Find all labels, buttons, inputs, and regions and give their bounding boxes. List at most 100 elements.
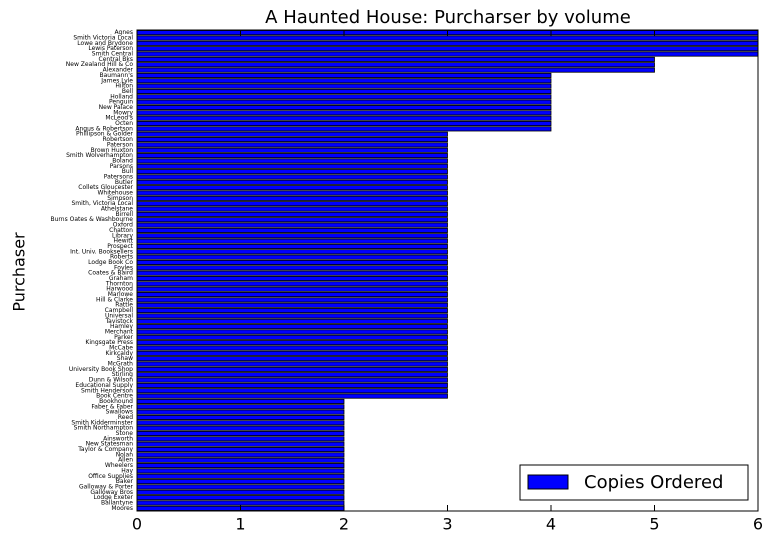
y-tick-label: Kirkcaldy <box>105 350 133 357</box>
y-tick-label: Hewitt <box>114 238 134 245</box>
bar <box>136 179 448 185</box>
bar <box>136 265 448 271</box>
bar <box>136 270 448 276</box>
bar <box>136 67 655 73</box>
bar <box>136 489 345 495</box>
y-tick-label: Whitehouse <box>97 190 133 197</box>
y-tick-label: Boland <box>112 157 133 164</box>
y-tick-label: Smith Northampton <box>74 425 134 432</box>
bar <box>136 377 448 383</box>
bar <box>136 275 448 282</box>
y-tick-label: Bell <box>122 88 133 95</box>
y-tick-label: Brown Huxton <box>91 147 134 154</box>
y-tick-label: Simpson <box>107 195 133 202</box>
bar <box>136 479 345 485</box>
bar <box>136 254 448 260</box>
x-tick-label: 4 <box>546 515 556 534</box>
bar <box>136 142 448 148</box>
bar <box>136 94 552 100</box>
bar <box>136 195 448 201</box>
y-tick-label: McGrath <box>108 361 134 368</box>
y-tick-label: Collets Gloucester <box>78 184 133 191</box>
y-tick-label: Kingsgate Press <box>85 339 133 346</box>
plot-frame <box>136 29 759 512</box>
bar <box>136 217 448 223</box>
y-tick-label: Moores <box>111 505 133 512</box>
y-tick-label: Prospect <box>107 243 133 250</box>
y-tick-label: Office Supplies <box>88 473 133 480</box>
y-tick-label: Lowe and Brydone <box>77 40 133 47</box>
y-tick-label: Coates & Baird <box>88 270 133 277</box>
bar <box>136 393 448 399</box>
x-tick-label: 3 <box>442 515 452 534</box>
y-tick-label: Swallows <box>106 409 133 416</box>
bar <box>136 366 448 372</box>
bar <box>136 382 448 388</box>
y-tick-label: Wheelers <box>105 462 133 469</box>
bar <box>136 430 345 437</box>
y-tick-label: McCabe <box>109 344 133 351</box>
bar <box>136 463 345 469</box>
y-tick-label: University Book Shop <box>69 366 133 373</box>
y-tick-label: New Palace <box>99 104 134 111</box>
bar <box>136 185 448 191</box>
y-tick-label: Graham <box>109 275 133 282</box>
y-tick-label: McLeod's <box>105 115 133 122</box>
x-tick-label: 0 <box>132 515 142 534</box>
y-tick-label: Burns Oates & Washbourne <box>51 216 134 223</box>
y-tick-label: Hay <box>121 467 133 474</box>
y-tick-label: Library <box>112 232 133 239</box>
bar <box>136 147 448 153</box>
y-tick-label: James Lyle <box>100 77 133 84</box>
y-tick-label: Universal <box>105 312 133 319</box>
legend-label: Copies Ordered <box>584 472 723 493</box>
bar <box>136 206 448 212</box>
y-tick-label: Hill & Clarke <box>96 296 133 303</box>
y-tick-label: Hamley <box>110 323 133 330</box>
y-tick-label: Smith Wolverhampton <box>66 152 133 159</box>
bar <box>136 356 448 362</box>
bar <box>136 361 448 367</box>
y-tick-label: Taylor & Company <box>77 446 133 453</box>
y-tick-label: Shaw <box>117 355 133 362</box>
y-tick-label: Athelstane <box>101 206 133 213</box>
bar <box>136 46 759 52</box>
x-tick-label: 5 <box>649 515 659 534</box>
y-tick-label: Angus & Robertson <box>75 125 133 132</box>
y-tick-label: Parsons <box>110 163 133 170</box>
bar <box>136 78 552 84</box>
bar <box>136 500 345 506</box>
y-tick-label: Mowry <box>113 109 133 116</box>
bar <box>136 72 552 78</box>
y-tick-label: Reed <box>118 414 133 421</box>
bar <box>136 308 448 314</box>
bar <box>136 436 345 442</box>
bar <box>136 318 448 324</box>
bar <box>136 88 552 94</box>
y-tick-label: Smith Henderson <box>81 387 133 394</box>
y-tick-label: Smith Victoria Local <box>73 35 133 42</box>
y-tick-label: Chatton <box>109 227 133 234</box>
bar <box>136 83 552 89</box>
bar <box>136 233 448 239</box>
bar <box>136 115 552 121</box>
bar <box>136 169 448 175</box>
bar <box>136 414 345 421</box>
x-tick-label: 2 <box>339 515 349 534</box>
y-axis-label: Purchaser <box>10 232 29 312</box>
bar <box>136 495 345 501</box>
y-tick-label: Oxford <box>113 222 133 229</box>
bar <box>136 201 448 207</box>
bar <box>136 131 448 137</box>
bar <box>136 51 759 57</box>
bar <box>136 292 448 298</box>
y-tick-label: Baumann's <box>100 72 134 79</box>
y-tick-label: Tavistock <box>105 318 134 325</box>
y-tick-label: Penguin <box>109 99 133 106</box>
y-tick-label: Lodge Book Co <box>88 259 133 266</box>
bar <box>136 35 759 41</box>
y-tick-label: Galloway Bros <box>90 489 133 496</box>
y-tick-label: Marlowe <box>108 291 134 298</box>
bar <box>136 404 345 410</box>
